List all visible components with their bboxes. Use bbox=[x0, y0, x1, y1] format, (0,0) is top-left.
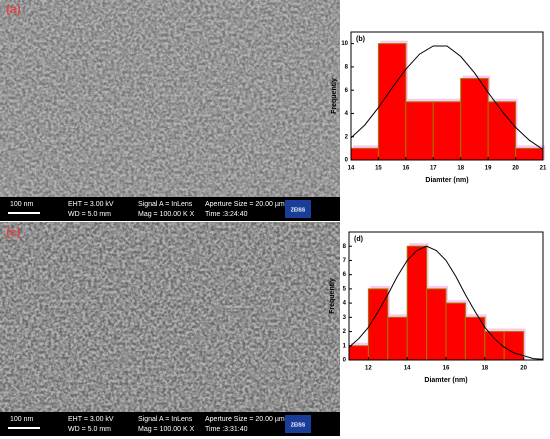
x-tick-label: 18 bbox=[481, 366, 488, 372]
bar bbox=[426, 288, 447, 361]
bar bbox=[387, 316, 408, 361]
eht: EHT = 3.00 kV bbox=[68, 201, 114, 208]
bar bbox=[484, 331, 505, 361]
x-axis-label: Diamter (nm) bbox=[425, 177, 468, 184]
x-tick-label: 16 bbox=[403, 166, 410, 172]
plot-frame bbox=[350, 31, 544, 161]
x-axis-label: Diamter (nm) bbox=[424, 377, 467, 384]
eht: EHT = 3.00 kV bbox=[68, 416, 114, 423]
x-tick-label: 17 bbox=[430, 166, 437, 172]
wd: WD = 5.0 mm bbox=[68, 211, 111, 218]
x-tick-label: 20 bbox=[520, 366, 527, 372]
bar bbox=[432, 101, 462, 161]
scale-text: 100 nm bbox=[10, 201, 34, 208]
x-tick-label: 19 bbox=[485, 166, 492, 172]
x-tick-label: 12 bbox=[365, 366, 372, 372]
y-tick-label: 0 bbox=[345, 158, 349, 164]
y-tick-label: 4 bbox=[343, 301, 347, 307]
bar bbox=[350, 147, 379, 161]
bar bbox=[460, 78, 489, 161]
y-tick-label: 2 bbox=[343, 329, 347, 335]
time: Time :3:24:40 bbox=[205, 211, 248, 218]
logo-box bbox=[285, 415, 311, 433]
y-tick-label: 5 bbox=[343, 286, 347, 292]
y-tick-label: 8 bbox=[345, 64, 349, 70]
y-tick-label: 6 bbox=[345, 88, 349, 94]
x-tick-label: 14 bbox=[348, 166, 355, 172]
x-tick-label: 21 bbox=[540, 166, 547, 172]
sem-image-a bbox=[0, 0, 340, 197]
logo: ZEISS bbox=[291, 207, 306, 213]
y-tick-label: 7 bbox=[343, 258, 347, 264]
signal: Signal A = InLens bbox=[138, 201, 193, 208]
fit-curve bbox=[350, 45, 544, 150]
mag: Mag = 100.00 K X bbox=[138, 426, 195, 433]
signal: Signal A = InLens bbox=[138, 416, 193, 423]
aperture: Aperture Size = 20.00 µm bbox=[205, 201, 285, 208]
y-tick-label: 10 bbox=[341, 41, 348, 47]
y-axis-label: Frequently bbox=[331, 78, 338, 114]
panel-label: (c) bbox=[6, 225, 21, 239]
scale-text: 100 nm bbox=[10, 416, 34, 423]
info-bar bbox=[0, 197, 340, 221]
y-tick-label: 6 bbox=[343, 272, 347, 278]
bar bbox=[464, 316, 486, 361]
y-axis-label: Frequently bbox=[329, 278, 336, 314]
y-tick-label: 1 bbox=[343, 343, 347, 349]
logo: ZEISS bbox=[291, 422, 306, 428]
fit-curve bbox=[348, 245, 544, 360]
x-tick-label: 15 bbox=[375, 166, 382, 172]
x-tick-label: 18 bbox=[457, 166, 464, 172]
sem-image-c bbox=[0, 222, 340, 412]
aperture: Aperture Size = 20.00 µm bbox=[205, 416, 285, 423]
wd: WD = 5.0 mm bbox=[68, 426, 111, 433]
x-tick-label: 16 bbox=[443, 366, 450, 372]
panel-label: (a) bbox=[6, 2, 21, 16]
y-tick-label: 4 bbox=[345, 111, 349, 117]
logo-box bbox=[285, 200, 311, 218]
y-tick-label: 0 bbox=[343, 358, 347, 364]
y-tick-label: 2 bbox=[345, 134, 349, 140]
x-tick-label: 20 bbox=[512, 166, 519, 172]
time: Time :3:31:40 bbox=[205, 426, 248, 433]
bar bbox=[406, 245, 428, 361]
x-tick-label: 14 bbox=[404, 366, 411, 372]
y-tick-label: 8 bbox=[343, 244, 347, 250]
bar bbox=[503, 331, 525, 361]
bar bbox=[405, 101, 434, 161]
mag: Mag = 100.00 K X bbox=[138, 211, 195, 218]
info-bar bbox=[0, 412, 340, 436]
bar bbox=[348, 345, 369, 361]
y-tick-label: 3 bbox=[343, 315, 347, 321]
panel-label: (b) bbox=[356, 36, 365, 43]
bar bbox=[445, 302, 466, 361]
panel-label: (d) bbox=[354, 236, 363, 243]
bar bbox=[515, 147, 544, 161]
